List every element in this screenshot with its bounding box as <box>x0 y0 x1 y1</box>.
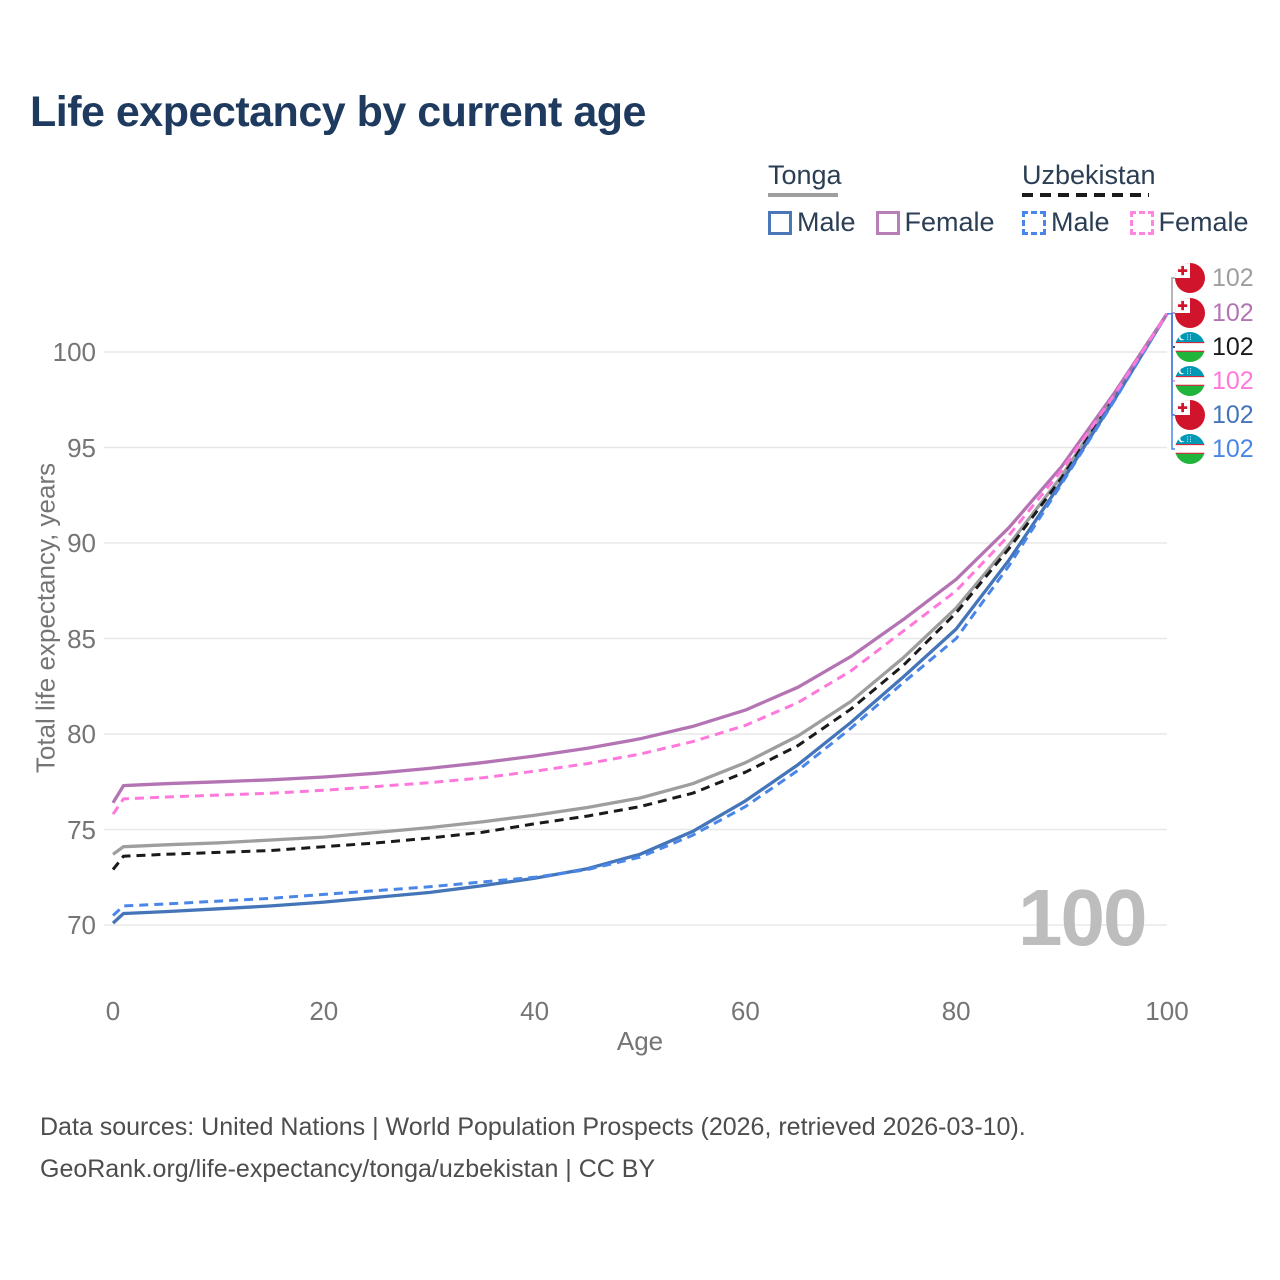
data-sources-text: Data sources: United Nations | World Pop… <box>40 1113 1026 1141</box>
page-title: Life expectancy by current age <box>30 88 646 136</box>
end-label-uzbekistan-total: 102 <box>1175 332 1254 362</box>
y-tick-label: 85 <box>67 623 96 654</box>
x-tick-label: 100 <box>1145 996 1189 1026</box>
attribution-text: GeoRank.org/life-expectancy/tonga/uzbeki… <box>40 1155 656 1183</box>
legend-item-tonga-female[interactable]: Female <box>875 207 995 238</box>
legend-label: Female <box>904 207 995 237</box>
y-tick-label: 80 <box>67 719 96 749</box>
legend-item-tonga-male[interactable]: Male <box>768 207 856 238</box>
series-line-uzbekistan-total <box>111 313 1169 871</box>
legend-items-row: Male Female <box>1022 207 1249 238</box>
legend-checkbox-female[interactable] <box>875 210 900 235</box>
legend-country-uzbekistan[interactable]: Uzbekistan <box>1022 160 1156 190</box>
age-watermark: 100 <box>1018 873 1147 962</box>
legend-label: Male <box>1051 207 1110 237</box>
end-label-value: 102 <box>1212 263 1254 292</box>
legend-item-uzbekistan-female[interactable]: Female <box>1129 207 1249 238</box>
y-tick-label: 100 <box>52 337 96 367</box>
legend-group-uzbekistan: Uzbekistan Male Female <box>1022 160 1249 238</box>
uzbekistan-flag-icon <box>1175 434 1205 464</box>
tonga-flag-icon <box>1175 263 1205 293</box>
x-axis-title: Age <box>616 1026 664 1056</box>
tonga-line-style-swatch <box>768 193 838 197</box>
legend-checkbox-male[interactable] <box>1022 210 1046 235</box>
x-tick-label: 40 <box>520 996 550 1026</box>
end-label-tonga-total: 102 <box>1175 263 1254 293</box>
x-tick-label: 80 <box>941 996 971 1026</box>
legend-checkbox-male[interactable] <box>768 210 792 235</box>
end-label-value: 102 <box>1212 332 1254 361</box>
end-label-value: 102 <box>1212 298 1254 327</box>
y-tick-label: 95 <box>67 432 96 463</box>
end-label-value: 102 <box>1212 366 1254 395</box>
x-tick-label: 60 <box>730 996 760 1026</box>
uzbekistan-flag-icon <box>1175 366 1205 396</box>
series-line-uzbekistan-male <box>111 313 1169 917</box>
legend-group-tonga: Tonga Male Female <box>768 160 995 238</box>
series-line-tonga-total <box>112 312 1169 856</box>
x-tick-label: 0 <box>105 996 121 1026</box>
end-label-connector <box>1167 313 1177 450</box>
series-line-tonga-female <box>111 312 1169 804</box>
legend-label: Male <box>797 207 856 237</box>
legend-country-tonga[interactable]: Tonga <box>768 160 842 190</box>
uzbekistan-line-style-swatch <box>1022 193 1149 197</box>
series-line-tonga-male <box>111 312 1169 925</box>
end-label-value: 102 <box>1212 400 1254 429</box>
legend-label: Female <box>1158 207 1249 237</box>
uzbekistan-flag-icon <box>1175 332 1205 362</box>
end-label-value: 102 <box>1212 434 1254 463</box>
x-tick-label: 20 <box>309 996 339 1026</box>
tonga-flag-icon <box>1175 298 1205 328</box>
series-line-uzbekistan-female <box>111 312 1169 816</box>
end-label-tonga-female: 102 <box>1175 298 1254 328</box>
end-label-uzbekistan-male: 102 <box>1175 434 1254 464</box>
footer: Data sources: United Nations | World Pop… <box>40 1106 1026 1190</box>
y-tick-label: 75 <box>67 814 96 845</box>
y-tick-label: 70 <box>67 910 96 940</box>
y-tick-label: 90 <box>67 528 96 558</box>
legend-item-uzbekistan-male[interactable]: Male <box>1022 207 1110 238</box>
tonga-flag-icon <box>1175 400 1205 430</box>
legend-checkbox-female[interactable] <box>1129 210 1154 235</box>
end-label-tonga-male: 102 <box>1175 400 1254 430</box>
legend-items-row: Male Female <box>768 207 995 238</box>
end-label-uzbekistan-female: 102 <box>1175 366 1254 396</box>
